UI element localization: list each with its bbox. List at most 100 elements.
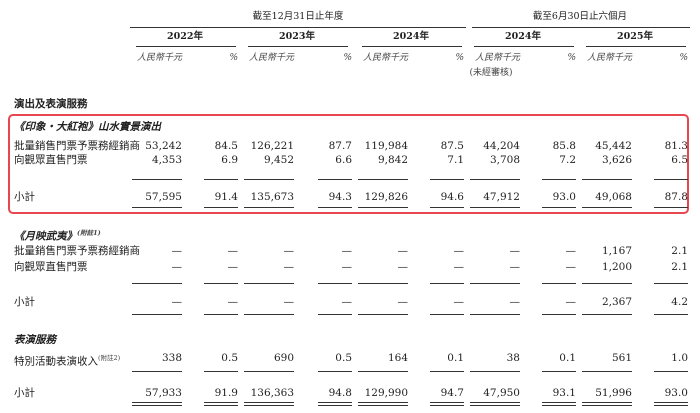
rule <box>542 207 576 208</box>
rule <box>244 283 294 284</box>
cell: — <box>453 261 465 273</box>
rule <box>430 402 464 403</box>
cell: 45,442 <box>595 140 632 152</box>
cell: 4,353 <box>151 154 182 166</box>
cell: 53,242 <box>145 140 182 152</box>
cell: — <box>509 245 521 257</box>
rule <box>430 179 464 180</box>
cell: 136,363 <box>250 387 294 399</box>
cell: — <box>509 296 521 308</box>
cell: 93.0 <box>664 387 688 399</box>
row-label: 小計 <box>14 191 35 203</box>
cell: 0.1 <box>447 352 464 364</box>
rule <box>136 46 236 47</box>
rule <box>542 402 576 403</box>
rule <box>470 283 520 284</box>
cell: 93.0 <box>552 191 576 203</box>
cell: — <box>341 261 353 273</box>
rule <box>244 314 294 315</box>
cell: — <box>171 296 183 308</box>
cell: 0.1 <box>559 352 576 364</box>
cell: 129,826 <box>364 191 408 203</box>
year-header: 2025年 <box>617 31 653 42</box>
cell: 338 <box>161 352 182 364</box>
cell: 94.6 <box>440 191 464 203</box>
cell: 9,842 <box>377 154 408 166</box>
cell: — <box>565 261 577 273</box>
cell: 84.5 <box>214 140 238 152</box>
cell: 87.7 <box>328 140 352 152</box>
rule <box>318 402 352 403</box>
rule <box>358 371 408 372</box>
cell: 81.3 <box>664 140 688 152</box>
row-label: 向觀眾直售門票 <box>14 154 88 166</box>
rule <box>358 405 408 406</box>
cell: 1,200 <box>601 261 632 273</box>
rule <box>358 402 408 403</box>
cell: 38 <box>506 352 520 364</box>
cell: 126,221 <box>250 140 294 152</box>
cell: — <box>453 245 465 257</box>
rule <box>132 402 182 403</box>
cell: 57,933 <box>145 387 182 399</box>
rule <box>470 402 520 403</box>
unit-header: % <box>229 53 238 63</box>
cell: 129,990 <box>364 387 408 399</box>
cell: 94.8 <box>328 387 352 399</box>
cell: — <box>509 261 521 273</box>
unit-header: 人民幣千元 <box>586 53 632 63</box>
rule <box>586 46 686 47</box>
cell: 2.1 <box>671 261 688 273</box>
rule <box>248 46 348 47</box>
cell: 3,626 <box>601 154 632 166</box>
rule <box>430 283 464 284</box>
row-label: 表演服務 <box>14 334 56 346</box>
rule <box>582 402 632 403</box>
cell: 119,984 <box>364 140 408 152</box>
cell: 9,452 <box>263 154 294 166</box>
rule <box>362 46 462 47</box>
rule <box>542 371 576 372</box>
rule <box>470 371 520 372</box>
rule <box>132 179 182 180</box>
cell: — <box>453 296 465 308</box>
unit-header: % <box>455 53 464 63</box>
cell: 2.1 <box>671 245 688 257</box>
rule <box>430 371 464 372</box>
rule <box>430 405 464 406</box>
cell: 6.6 <box>335 154 352 166</box>
period-group: 截至12月31日止年度 <box>252 11 344 22</box>
rule <box>542 314 576 315</box>
row-label: 小計 <box>14 387 35 399</box>
year-header: 2024年 <box>505 31 541 42</box>
cell: 7.1 <box>447 154 464 166</box>
rule <box>542 405 576 406</box>
footnote-ref: (附註2) <box>98 354 121 362</box>
cell: 164 <box>387 352 408 364</box>
cell: 87.8 <box>664 191 688 203</box>
row-label: 特別活動表演收入(附註2) <box>14 354 121 368</box>
rule <box>204 283 238 284</box>
unit-header: 人民幣千元 <box>362 53 408 63</box>
rule <box>244 405 294 406</box>
rule <box>474 46 574 47</box>
rule <box>654 207 688 208</box>
rule <box>654 402 688 403</box>
cell: — <box>171 261 183 273</box>
cell: 3,708 <box>489 154 520 166</box>
rule <box>582 207 632 208</box>
rule <box>542 283 576 284</box>
rule <box>430 314 464 315</box>
cell: 47,950 <box>483 387 520 399</box>
rule <box>470 179 520 180</box>
rule <box>318 405 352 406</box>
cell: 57,595 <box>145 191 182 203</box>
rule <box>582 371 632 372</box>
rule <box>654 314 688 315</box>
rule <box>244 371 294 372</box>
cell: 0.5 <box>335 352 352 364</box>
row-label: 演出及表演服務 <box>14 98 88 110</box>
cell: — <box>341 296 353 308</box>
cell: 47,912 <box>483 191 520 203</box>
